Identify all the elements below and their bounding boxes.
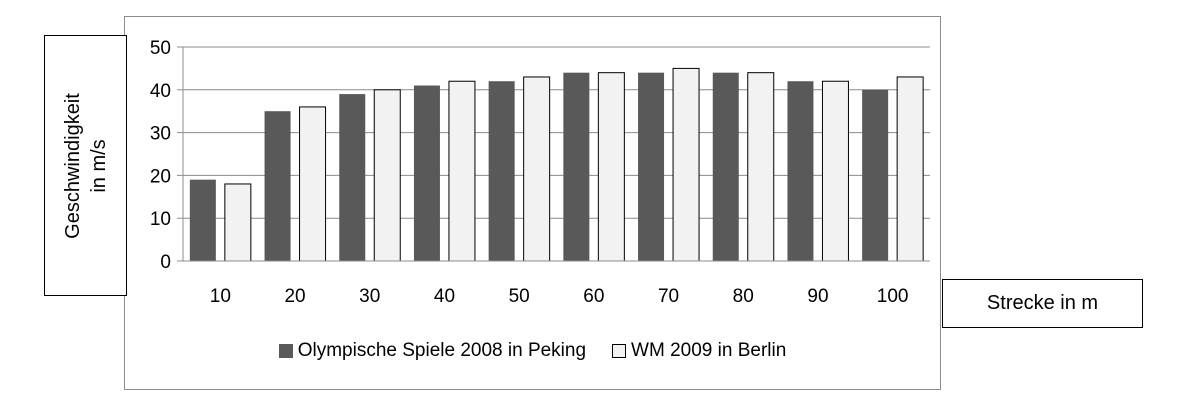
y-tick-label: 50 [150,38,171,59]
x-tick-label: 20 [284,286,305,307]
x-tick-label: 60 [583,286,604,307]
bar-berlin-50 [523,76,551,262]
bar-berlin-60 [597,72,625,262]
bar-berlin-40 [448,80,476,262]
y-tick-label: 10 [150,209,171,230]
x-tick-label: 90 [807,286,828,307]
legend-swatch-peking [278,344,293,358]
bar-peking-20 [264,111,291,261]
bar-peking-40 [413,85,440,262]
bar-peking-10 [189,179,216,261]
bar-peking-70 [638,72,665,262]
y-tick-label: 40 [150,81,171,102]
x-tick-label: 30 [359,286,380,307]
bar-peking-30 [339,94,366,261]
bar-berlin-20 [299,106,327,262]
x-axis-label: Strecke in m [986,292,1099,314]
y-axis-label: Geschwindigkeit in m/s [61,92,110,239]
bar-berlin-30 [373,89,401,262]
x-tick-label: 50 [509,286,530,307]
bars [189,67,924,262]
x-tick-label: 100 [877,286,909,307]
axes: 0 10 20 30 40 50 10 20 30 40 50 60 70 80 90 100 [150,38,930,307]
bar-peking-50 [488,81,515,262]
x-tick-label: 10 [210,286,231,307]
legend: Olympische Spiele 2008 in Peking WM 2009… [124,340,941,362]
bar-peking-90 [787,81,814,262]
y-tick-label: 20 [150,166,171,187]
legend-label-peking: Olympische Spiele 2008 in Peking [297,340,587,361]
bar-peking-60 [563,72,590,262]
legend-item-peking: Olympische Spiele 2008 in Peking [278,340,587,362]
bar-berlin-90 [821,80,849,262]
x-tick-label: 80 [733,286,754,307]
gridlines [183,46,930,219]
bar-peking-100 [862,89,889,261]
x-tick-label: 70 [658,286,679,307]
y-axis-label-box: Geschwindigkeit in m/s [44,35,127,296]
legend-label-berlin: WM 2009 in Berlin [631,340,787,361]
y-tick-label: 0 [160,252,171,273]
bar-berlin-100 [896,76,924,262]
legend-swatch-berlin [612,344,627,358]
x-tick-label: 40 [434,286,455,307]
x-axis-label-box: Strecke in m [942,279,1143,328]
y-tick-label: 30 [150,124,171,145]
bar-berlin-70 [672,67,700,262]
bar-peking-80 [712,72,739,262]
legend-item-berlin: WM 2009 in Berlin [612,340,786,362]
bar-berlin-10 [224,183,252,262]
bar-berlin-80 [747,72,775,262]
